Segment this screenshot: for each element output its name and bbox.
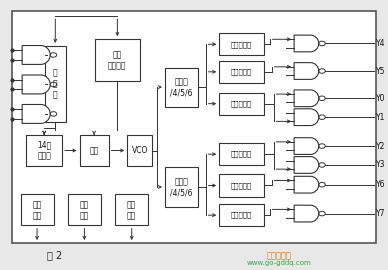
Bar [165, 167, 198, 207]
Bar [127, 135, 152, 166]
Bar [45, 46, 66, 122]
Text: 小数分频器: 小数分频器 [231, 41, 252, 48]
Text: 预分频
/4/5/6: 预分频 /4/5/6 [170, 177, 192, 197]
Text: 滤波: 滤波 [90, 146, 99, 155]
Bar [219, 174, 264, 197]
Bar [68, 194, 101, 225]
Bar [115, 194, 148, 225]
Text: Y3: Y3 [376, 160, 385, 170]
Bar [219, 61, 264, 83]
Text: VCO: VCO [132, 146, 148, 155]
PathPatch shape [294, 138, 319, 154]
Text: Y4: Y4 [376, 39, 385, 48]
Bar [165, 68, 198, 107]
Text: Y0: Y0 [376, 94, 385, 103]
Text: 整数分频器: 整数分频器 [231, 100, 252, 107]
Text: 小数分频器: 小数分频器 [231, 69, 252, 75]
Text: 小数分频器: 小数分频器 [231, 212, 252, 218]
PathPatch shape [22, 75, 50, 94]
PathPatch shape [22, 46, 50, 65]
Text: Y5: Y5 [376, 66, 385, 76]
Text: 选
择
器: 选 择 器 [53, 68, 57, 99]
Bar [80, 135, 109, 166]
Bar [21, 194, 54, 225]
Text: Y2: Y2 [376, 141, 385, 151]
PathPatch shape [294, 176, 319, 193]
Text: 图 2: 图 2 [47, 250, 62, 260]
PathPatch shape [294, 63, 319, 79]
PathPatch shape [22, 104, 50, 123]
Bar [219, 143, 264, 165]
Text: 电源
系统: 电源 系统 [127, 200, 136, 220]
Text: www.go-gddq.com: www.go-gddq.com [247, 260, 312, 266]
Text: Y6: Y6 [376, 180, 385, 189]
Text: 整数分频器: 整数分频器 [231, 151, 252, 157]
Text: 14位
倍频器: 14位 倍频器 [37, 140, 51, 161]
PathPatch shape [294, 157, 319, 173]
Bar [219, 33, 264, 55]
PathPatch shape [294, 205, 319, 222]
Text: 广电电器网: 广电电器网 [267, 251, 292, 261]
Text: 小数分频器: 小数分频器 [231, 182, 252, 189]
Bar [12, 11, 376, 243]
Text: 片外
滤波控制: 片外 滤波控制 [108, 50, 126, 70]
Bar [219, 204, 264, 226]
PathPatch shape [294, 35, 319, 52]
PathPatch shape [294, 109, 319, 126]
Text: Y7: Y7 [376, 209, 385, 218]
Text: 控制
接口: 控制 接口 [33, 200, 42, 220]
Bar [219, 93, 264, 115]
Bar [95, 39, 140, 81]
PathPatch shape [294, 90, 319, 107]
Text: 状态
监测: 状态 监测 [80, 200, 89, 220]
Text: Y1: Y1 [376, 113, 385, 122]
Bar [26, 135, 62, 166]
Text: 预分频
/4/5/6: 预分频 /4/5/6 [170, 77, 192, 97]
